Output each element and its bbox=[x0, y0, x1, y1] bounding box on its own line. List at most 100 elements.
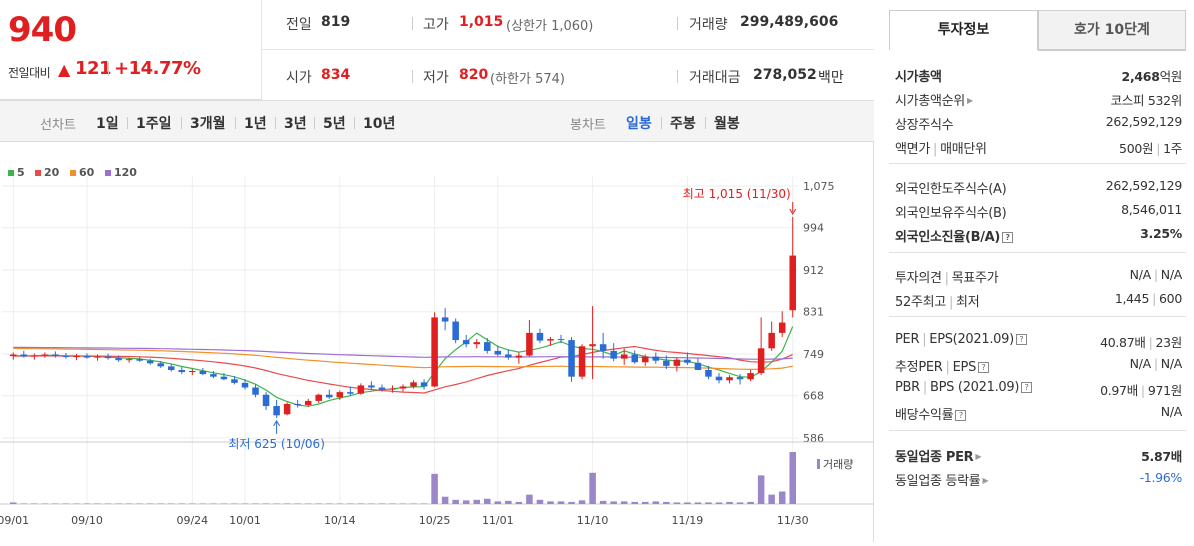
candle-body bbox=[736, 377, 744, 380]
help-icon[interactable]: ? bbox=[1015, 334, 1027, 345]
par-value-value: 500원 | 1주 bbox=[1119, 141, 1182, 156]
market-cap-label: 시가총액 bbox=[895, 70, 942, 85]
volume-bar bbox=[431, 473, 438, 504]
volume-bar bbox=[357, 503, 365, 504]
opinion-value: N/A | N/A bbox=[1129, 267, 1183, 282]
low-annotation: 최저 625 (10/06) bbox=[228, 437, 325, 451]
chart-canvas: 5 20 60 120 1,075 994 912 831 749 668 586 09/01 09/1… bbox=[0, 166, 874, 527]
divider bbox=[354, 117, 355, 129]
volume-bar bbox=[768, 494, 775, 504]
tab-order-book[interactable]: 호가 10단계 bbox=[1038, 10, 1186, 50]
divider bbox=[889, 163, 1186, 164]
stock-chart[interactable]: 5 20 60 120 1,075 994 912 831 749 668 586 09/01 09/1… bbox=[0, 142, 874, 542]
volume-bar bbox=[778, 491, 786, 504]
volume-bar bbox=[494, 501, 502, 504]
volume-bar bbox=[178, 503, 186, 504]
help-icon[interactable]: ? bbox=[955, 410, 967, 421]
candle-body bbox=[199, 371, 207, 375]
low-value: 820 bbox=[459, 67, 489, 83]
divider bbox=[412, 70, 413, 83]
high-annotation: 최고 1,015 (11/30) bbox=[683, 187, 791, 201]
volume-label: 거래량 bbox=[689, 17, 728, 33]
candle-body bbox=[715, 376, 723, 381]
tab-invest-info[interactable]: 투자정보 bbox=[889, 10, 1038, 50]
week52-label: 52주최고 | 최저 bbox=[895, 295, 980, 310]
period-10y[interactable]: 10년 bbox=[363, 116, 396, 132]
period-1y[interactable]: 1년 bbox=[244, 116, 267, 132]
candle-body bbox=[368, 385, 375, 388]
help-icon[interactable]: ? bbox=[1021, 382, 1033, 393]
high-value: 1,015 bbox=[459, 14, 504, 30]
volume-bar bbox=[347, 503, 354, 504]
dividend-value: N/A bbox=[1160, 404, 1183, 419]
candle-body bbox=[610, 350, 617, 359]
candle-body bbox=[62, 356, 70, 358]
candle-body bbox=[757, 348, 765, 374]
volume-bar bbox=[157, 503, 164, 504]
candle-body bbox=[620, 354, 628, 359]
chevron-right-icon: ▶ bbox=[982, 476, 989, 485]
volume-bar bbox=[526, 494, 533, 504]
sector-change-label[interactable]: 동일업종 등락률 ▶ bbox=[895, 474, 989, 489]
candle-body bbox=[304, 400, 312, 406]
volume-bar bbox=[20, 503, 28, 504]
volume-bar bbox=[262, 503, 270, 504]
volume-bar bbox=[726, 501, 733, 504]
candle-weekly[interactable]: 주봉 bbox=[670, 116, 696, 132]
volume-bar bbox=[368, 503, 375, 504]
volume-bar bbox=[452, 499, 459, 504]
candle-body bbox=[515, 355, 523, 358]
candle-body bbox=[663, 360, 670, 366]
help-icon[interactable]: ? bbox=[978, 362, 990, 373]
divider bbox=[412, 17, 413, 30]
divider bbox=[314, 117, 315, 129]
period-5y[interactable]: 5년 bbox=[323, 116, 346, 132]
candle-body bbox=[789, 255, 796, 311]
period-1d[interactable]: 1일 bbox=[96, 116, 119, 132]
candle-body bbox=[631, 354, 638, 363]
candle-body bbox=[357, 385, 365, 394]
foreign-ratio-label: 외국인소진율(B/A)? bbox=[895, 226, 1014, 245]
candle-body bbox=[505, 354, 512, 358]
sector-per-label[interactable]: 동일업종 PER ▶ bbox=[895, 450, 982, 465]
candle-body bbox=[326, 394, 333, 398]
candle-body bbox=[157, 363, 164, 367]
period-3m[interactable]: 3개월 bbox=[190, 116, 226, 132]
candle-body bbox=[104, 356, 112, 359]
period-1w[interactable]: 1주일 bbox=[136, 116, 172, 132]
divider bbox=[889, 252, 1186, 253]
market-cap-rank-label[interactable]: 시가총액순위 ▶ bbox=[895, 94, 973, 109]
line-chart-label: 선차트 bbox=[40, 118, 76, 133]
candle-body bbox=[241, 382, 249, 388]
foreign-holding-value: 8,546,011 bbox=[1121, 202, 1182, 217]
candle-body bbox=[578, 346, 586, 377]
help-icon[interactable]: ? bbox=[1002, 232, 1014, 243]
volume-bar bbox=[10, 502, 17, 504]
pbr-label: PBR | BPS (2021.09)? bbox=[895, 380, 1033, 395]
divider bbox=[108, 62, 109, 76]
candle-body bbox=[220, 376, 228, 380]
volume-bar bbox=[484, 498, 491, 504]
ma-line-20 bbox=[13, 345, 793, 394]
volume-bar bbox=[220, 503, 228, 504]
candle-body bbox=[399, 386, 407, 389]
candle-daily[interactable]: 일봉 bbox=[626, 116, 652, 132]
volume-bar bbox=[673, 502, 681, 504]
candle-monthly[interactable]: 월봉 bbox=[714, 116, 740, 132]
volume-bar bbox=[31, 503, 38, 504]
candle-body bbox=[41, 354, 49, 356]
ma-line-120 bbox=[13, 346, 793, 360]
low-label: 저가 bbox=[423, 70, 449, 86]
x-tick-label: 11/30 bbox=[777, 514, 809, 527]
volume-bar bbox=[757, 475, 765, 504]
volume-bar bbox=[199, 503, 207, 504]
y-tick-label: 668 bbox=[803, 390, 824, 403]
volume-bar bbox=[652, 501, 660, 504]
volume-bar bbox=[294, 503, 301, 504]
open-label: 시가 bbox=[286, 70, 312, 86]
legend-label-60: 60 bbox=[79, 166, 95, 179]
open-value: 834 bbox=[321, 67, 351, 83]
period-3y[interactable]: 3년 bbox=[284, 116, 307, 132]
divider bbox=[275, 117, 276, 129]
volume-bar bbox=[620, 501, 628, 504]
